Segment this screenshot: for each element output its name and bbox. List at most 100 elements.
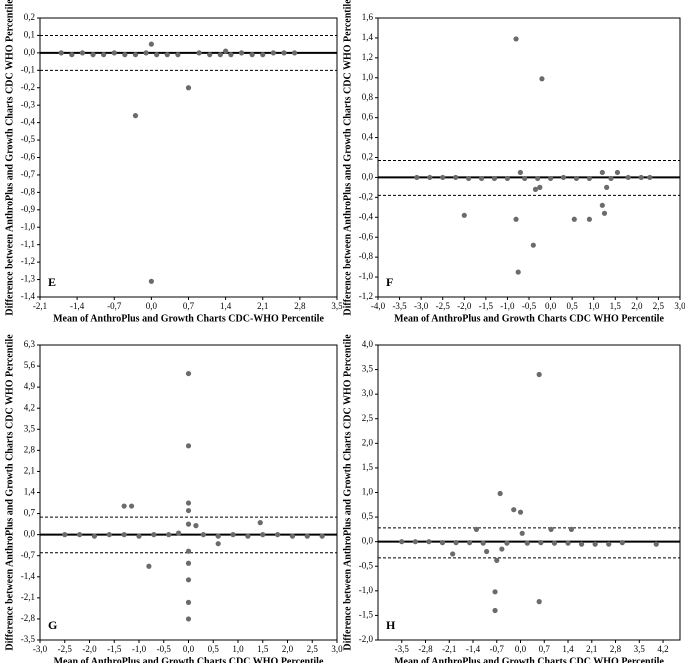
y-tick-label: -0,8	[21, 186, 36, 196]
x-tick-label: 0,0	[545, 301, 557, 311]
point	[608, 175, 614, 182]
y-tick-label: 1,4	[362, 32, 374, 42]
y-tick-label: -1,4	[21, 291, 36, 301]
x-tick-label: 0,5	[567, 301, 579, 311]
point	[58, 50, 64, 56]
point	[499, 546, 505, 552]
x-tick-label: -3,5	[395, 644, 410, 654]
y-tick-label: -0,9	[21, 204, 36, 214]
y-tick-label: 3,5	[24, 423, 36, 433]
y-tick-label: 1,0	[362, 72, 374, 82]
point	[146, 563, 152, 569]
point	[230, 532, 236, 538]
y-tick-label: 4,0	[362, 339, 374, 349]
y-tick-label: 0,7	[24, 508, 36, 518]
point	[625, 174, 631, 181]
point	[606, 541, 612, 547]
x-tick-label: 2,5	[653, 301, 665, 311]
point	[69, 52, 75, 58]
point	[638, 174, 644, 181]
y-tick-label: 2,5	[362, 413, 374, 423]
x-tick-label: 2,0	[631, 301, 643, 311]
point	[62, 532, 68, 538]
x-tick-label: 2,8	[610, 644, 622, 654]
point	[185, 616, 192, 622]
point	[517, 169, 523, 176]
point	[154, 52, 160, 58]
point	[185, 507, 192, 514]
x-tick-label: 0,5	[208, 644, 220, 654]
panel-label: F	[386, 275, 393, 289]
point	[480, 540, 486, 546]
point	[551, 540, 558, 546]
point	[128, 503, 135, 509]
point	[453, 540, 459, 546]
point	[132, 113, 139, 119]
x-tick-label: 0,0	[146, 301, 158, 311]
point	[453, 174, 459, 181]
plot-frame	[377, 17, 681, 298]
x-axis-title: Mean of AnthroPlus and Growth Charts CDC…	[54, 656, 324, 663]
point	[132, 52, 139, 58]
point	[573, 175, 580, 182]
point	[121, 532, 127, 538]
y-tick-label: -1,2	[359, 291, 373, 301]
plot-frame	[39, 344, 338, 641]
point	[515, 269, 521, 275]
y-tick-label: 1,2	[362, 52, 373, 62]
point	[275, 532, 281, 538]
x-tick-label: -1,0	[500, 301, 515, 311]
point	[223, 48, 229, 54]
point	[547, 175, 554, 182]
y-tick-label: 0,0	[362, 536, 374, 546]
x-tick-label: 1,5	[610, 301, 622, 311]
y-tick-label: 0,6	[362, 112, 374, 122]
x-tick-label: -2,0	[457, 301, 472, 311]
point	[207, 52, 213, 58]
x-tick-label: 1,0	[588, 301, 600, 311]
y-tick-label: -2,1	[21, 592, 35, 602]
point	[101, 52, 107, 58]
x-tick-label: 1,4	[562, 644, 574, 654]
point	[414, 174, 420, 181]
point	[185, 560, 192, 566]
point	[560, 174, 567, 181]
point	[586, 216, 593, 222]
point	[151, 532, 157, 538]
y-tick-label: -0,5	[21, 134, 36, 144]
point	[185, 548, 192, 554]
point	[466, 175, 472, 182]
x-tick-label: 1,5	[257, 644, 269, 654]
x-tick-label: 4,2	[657, 644, 668, 654]
y-tick-label: 1,4	[24, 487, 36, 497]
y-tick-label: 4,9	[24, 381, 36, 391]
x-tick-label: -0,7	[107, 301, 122, 311]
x-tick-label: -2,0	[82, 644, 97, 654]
x-tick-label: -3,0	[33, 644, 48, 654]
x-tick-label: -2,1	[33, 301, 47, 311]
point	[450, 551, 456, 557]
point	[289, 533, 296, 539]
x-tick-label: -3,0	[414, 301, 429, 311]
point	[136, 533, 142, 539]
y-tick-label: -1,3	[21, 274, 36, 284]
x-tick-label: -1,5	[107, 644, 122, 654]
point	[504, 175, 511, 182]
point	[539, 76, 545, 82]
x-tick-label: 3,0	[331, 644, 343, 654]
point	[228, 52, 234, 58]
point	[537, 184, 543, 190]
panel-label: G	[48, 618, 57, 632]
y-tick-label: 2,1	[24, 465, 35, 475]
y-axis-title: Difference between AnthroPlus and Growth…	[342, 0, 353, 316]
point	[571, 216, 577, 222]
point	[548, 526, 554, 532]
x-tick-label: 0,7	[183, 301, 195, 311]
y-tick-label: -2,8	[21, 613, 36, 623]
point	[511, 507, 517, 513]
x-tick-label: 1,0	[232, 644, 244, 654]
point	[532, 186, 539, 192]
x-tick-label: -3,5	[392, 301, 407, 311]
point	[592, 541, 598, 547]
point	[519, 530, 525, 536]
